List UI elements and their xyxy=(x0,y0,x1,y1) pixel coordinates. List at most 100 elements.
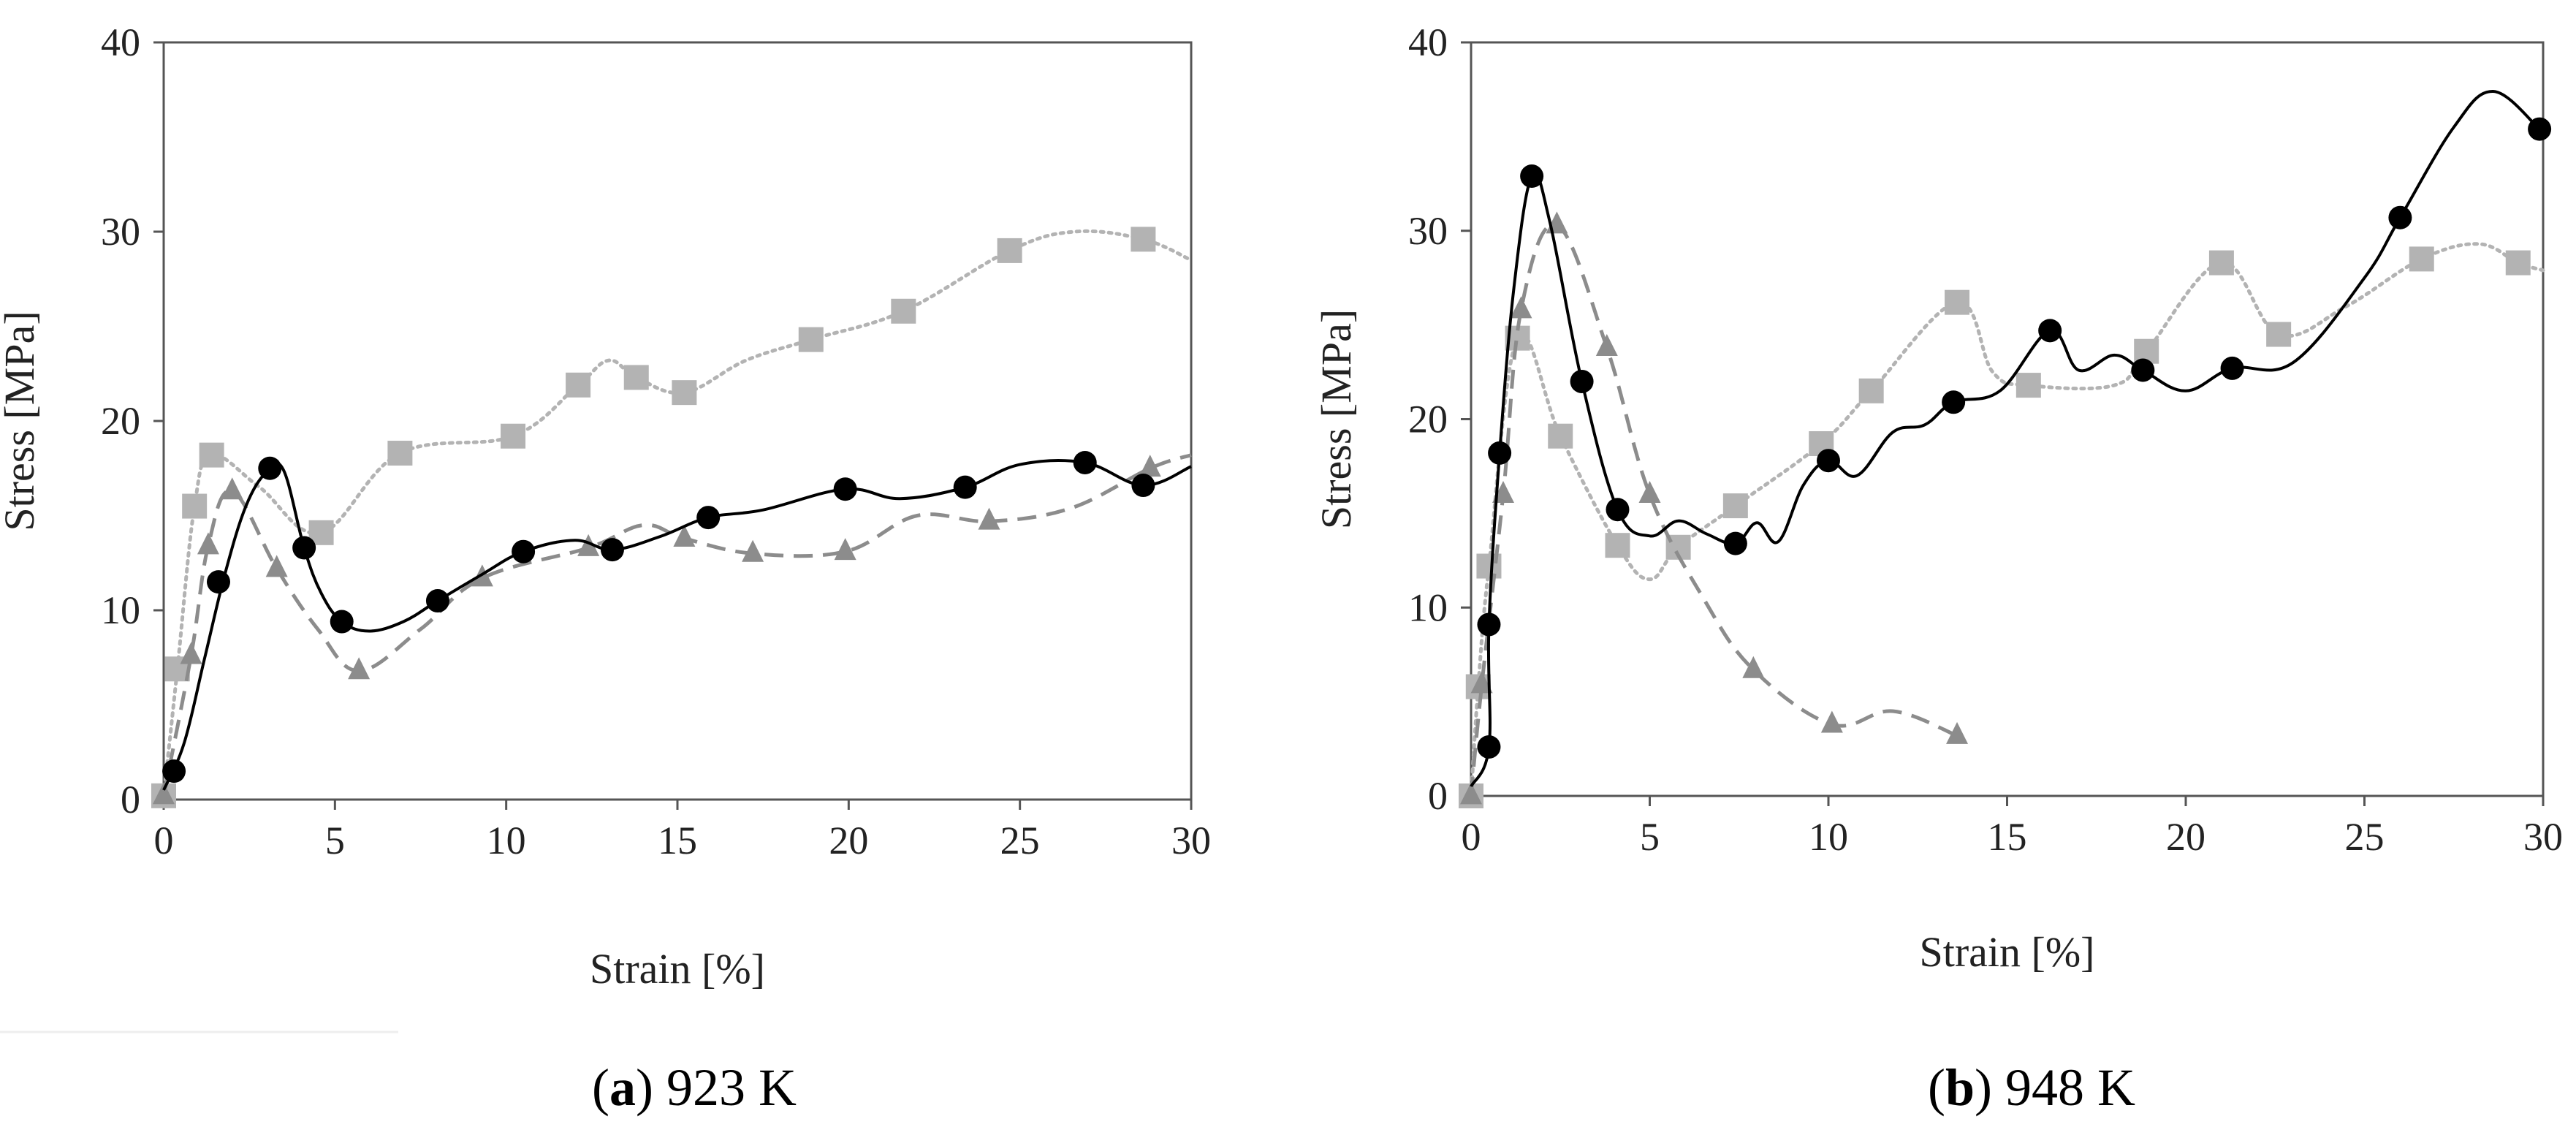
data-point-circle xyxy=(2131,358,2155,382)
data-point-square xyxy=(566,372,591,398)
data-point-square xyxy=(997,238,1022,263)
series-squares xyxy=(1459,242,2545,808)
series-line-triangles xyxy=(162,453,1192,797)
y-tick-label: 0 xyxy=(1428,774,1448,818)
x-tick-label: 15 xyxy=(658,819,697,862)
data-point-square xyxy=(387,441,413,466)
x-tick-label: 20 xyxy=(2166,815,2205,859)
data-point-square xyxy=(2266,322,2292,347)
data-point-circle xyxy=(292,536,316,560)
series-triangles xyxy=(1460,211,1969,805)
data-point-triangle xyxy=(834,538,856,561)
data-point-circle xyxy=(2528,117,2552,141)
x-axis-title: Strain [%] xyxy=(590,945,765,993)
data-point-circle xyxy=(1488,441,1512,465)
x-tick-label: 25 xyxy=(1000,819,1040,862)
y-tick-label: 20 xyxy=(101,399,140,443)
data-point-triangle xyxy=(742,539,764,562)
x-tick-label: 30 xyxy=(1171,819,1211,862)
data-point-square xyxy=(2015,373,2041,398)
y-axis-title: Stress [MPa] xyxy=(0,311,43,531)
plot-frame xyxy=(1470,41,2545,797)
data-point-circle xyxy=(1073,450,1097,474)
y-tick-label: 30 xyxy=(1408,209,1448,253)
x-tick-label: 25 xyxy=(2345,815,2385,859)
data-point-triangle xyxy=(1638,481,1661,503)
data-point-circle xyxy=(696,506,721,530)
data-point-triangle xyxy=(1595,333,1618,356)
data-point-circle xyxy=(330,610,354,634)
y-tick-label: 40 xyxy=(101,20,140,64)
data-point-square xyxy=(1858,378,1884,403)
plot-frame xyxy=(162,41,1193,801)
series-triangles xyxy=(153,453,1192,805)
data-point-square xyxy=(182,493,208,519)
data-point-triangle xyxy=(978,507,1000,530)
data-point-square xyxy=(199,442,224,468)
series-circles xyxy=(162,450,1192,791)
data-point-square xyxy=(1548,423,1573,449)
data-point-circle xyxy=(1131,474,1155,498)
data-point-triangle xyxy=(1946,721,1969,744)
x-axis-title: Strain [%] xyxy=(1920,928,2095,976)
x-tick-label: 30 xyxy=(2523,815,2563,859)
data-point-square xyxy=(623,365,649,390)
data-point-circle xyxy=(258,456,282,480)
data-point-circle xyxy=(1570,369,1594,393)
chart-b: 0 5 10 15 20 25 30 0 10 20 30 40 Strain [%] Stress [M… xyxy=(1312,20,2563,1117)
chart-a: 0 5 10 15 20 25 30 0 10 20 30 40 Strain [%] Stress [M… xyxy=(0,20,1211,1117)
series-line-triangles xyxy=(1469,222,1958,797)
series-line-circles xyxy=(1470,89,2541,788)
data-point-circle xyxy=(1723,531,1747,555)
data-point-square xyxy=(891,298,916,324)
data-point-circle xyxy=(425,589,449,613)
data-point-square xyxy=(2409,246,2434,272)
x-tick-label: 15 xyxy=(1988,815,2027,859)
data-point-circle xyxy=(1606,498,1630,522)
data-point-triangle xyxy=(1510,296,1532,319)
data-point-square xyxy=(1131,227,1156,252)
data-point-triangle xyxy=(153,782,175,805)
data-point-circle xyxy=(600,538,624,562)
data-point-circle xyxy=(1817,449,1840,473)
y-tick-label: 30 xyxy=(101,210,140,254)
series-line-squares xyxy=(162,229,1193,798)
data-point-square xyxy=(1722,493,1748,519)
data-point-square xyxy=(1605,533,1630,558)
x-tick-label: 10 xyxy=(487,819,526,862)
data-point-circle xyxy=(2038,319,2062,343)
x-tick-label: 5 xyxy=(325,819,345,862)
data-point-square xyxy=(501,423,526,449)
x-tick-label: 0 xyxy=(1462,815,1481,859)
x-tick-label: 20 xyxy=(829,819,868,862)
caption-a: (a) 923 K xyxy=(592,1058,797,1117)
data-point-triangle xyxy=(265,555,288,577)
data-point-circle xyxy=(1520,164,1544,189)
data-point-square xyxy=(798,327,824,352)
x-tick-label: 5 xyxy=(1640,815,1660,859)
data-point-triangle xyxy=(1139,455,1161,477)
data-point-circle xyxy=(833,477,857,501)
data-point-circle xyxy=(2220,356,2244,380)
data-point-triangle xyxy=(221,477,243,500)
y-axis-title: Stress [MPa] xyxy=(1312,309,1360,529)
y-tick-label: 20 xyxy=(1408,398,1448,441)
data-point-circle xyxy=(512,539,536,564)
y-tick-label: 10 xyxy=(101,588,140,632)
data-point-circle xyxy=(953,475,977,499)
data-point-triangle xyxy=(1470,671,1493,694)
data-point-square xyxy=(1945,289,1970,315)
data-point-circle xyxy=(162,759,186,783)
series-circles xyxy=(1470,89,2552,788)
data-point-circle xyxy=(1477,612,1501,637)
series-line-circles xyxy=(162,458,1192,791)
y-tick-label: 0 xyxy=(121,778,140,821)
data-point-square xyxy=(2505,250,2531,276)
data-point-circle xyxy=(1942,390,1966,414)
data-point-triangle xyxy=(348,657,371,680)
x-tick-label: 0 xyxy=(154,819,174,862)
data-point-circle xyxy=(206,570,230,594)
y-tick-label: 40 xyxy=(1408,20,1448,64)
series-line-squares xyxy=(1469,242,2545,798)
